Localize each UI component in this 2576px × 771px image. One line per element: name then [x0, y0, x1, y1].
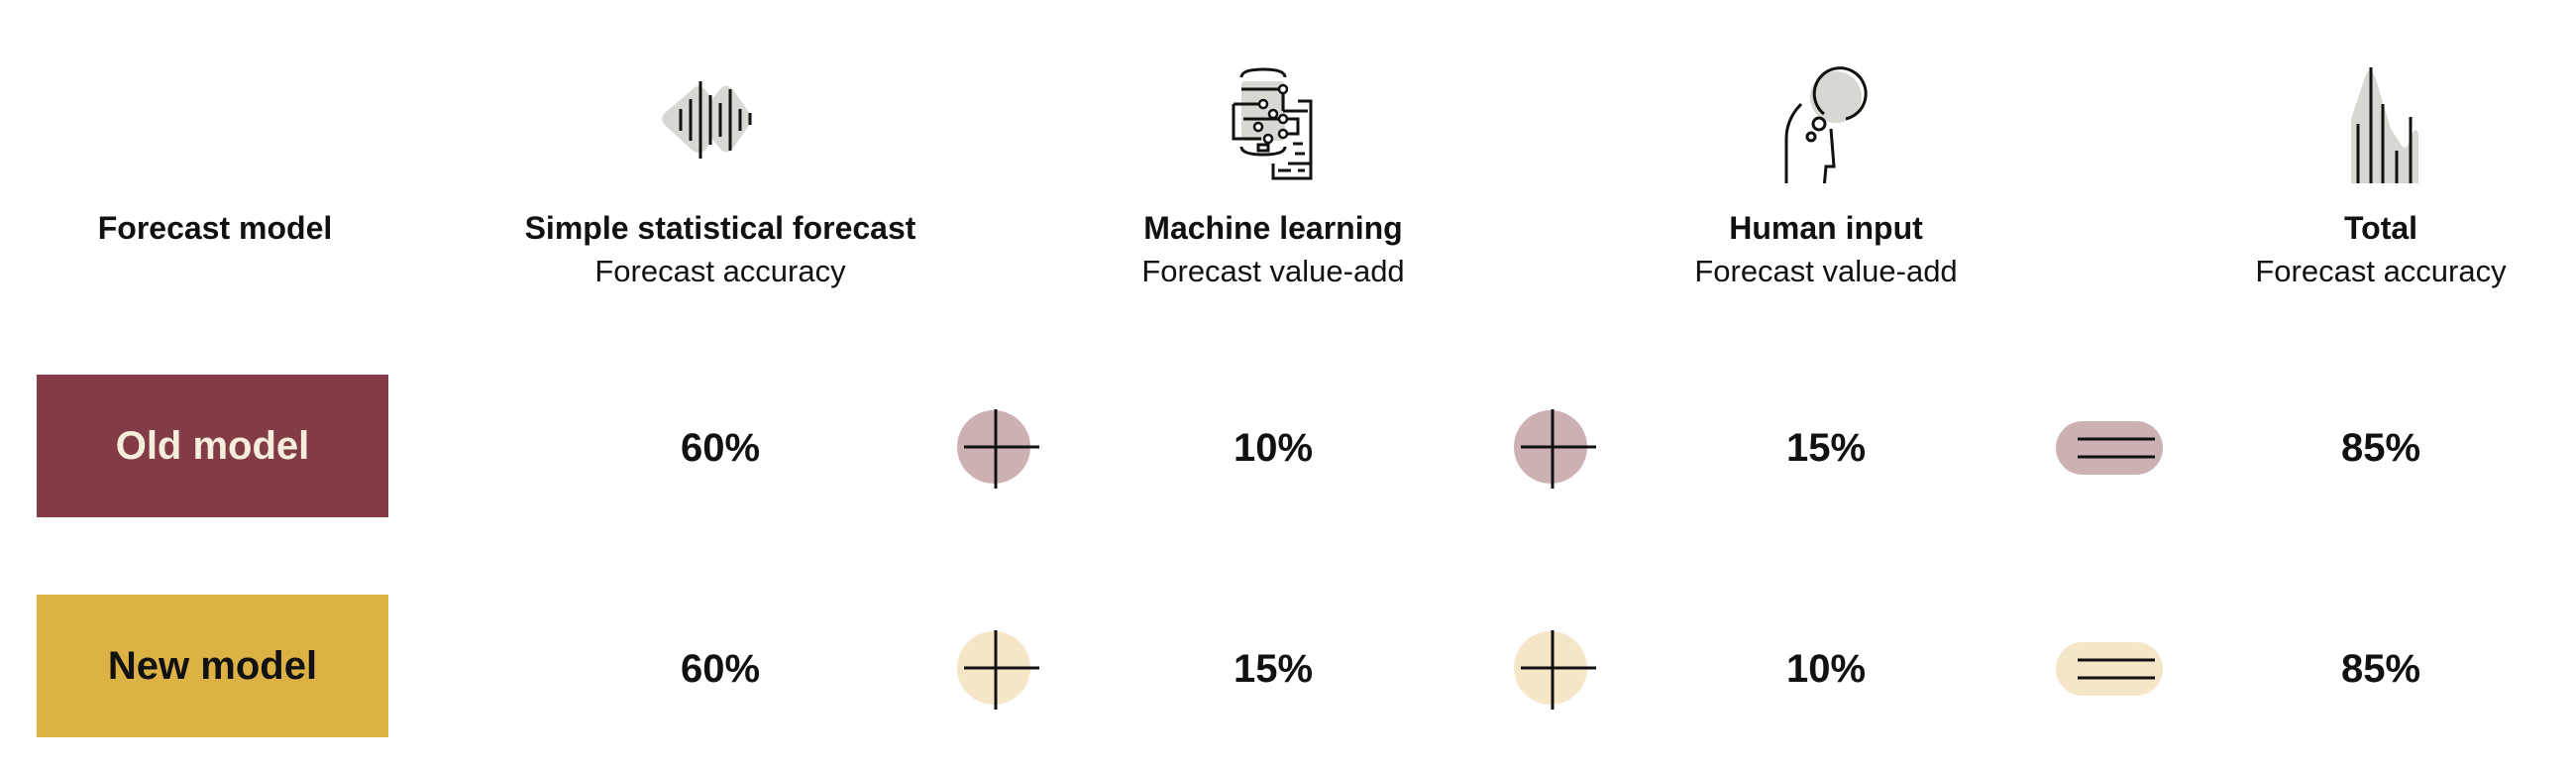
column-subtitle: Forecast accuracy [2255, 254, 2507, 288]
row-header-label: Forecast model [97, 210, 333, 246]
column-header-human-input: Human input Forecast value-add [1549, 206, 2103, 293]
column-title: Total [2343, 210, 2418, 246]
waveform-icon [662, 81, 752, 159]
column-title: Human input [1729, 210, 1923, 246]
new-statistical-value: 60% [680, 647, 761, 691]
column-subtitle: Forecast value-add [1694, 254, 1958, 288]
column-title: Simple statistical forecast [524, 210, 916, 246]
old-total-value: 85% [2340, 426, 2421, 470]
old-statistical-value: 60% [680, 426, 761, 470]
column-header-simple-statistical: Simple statistical forecast Forecast acc… [443, 206, 998, 293]
plus-icon [957, 409, 1039, 489]
new-human-value: 10% [1785, 647, 1867, 691]
old-human-value: 15% [1785, 426, 1867, 470]
area-bars-icon [2351, 67, 2418, 183]
column-title: Machine learning [1143, 210, 1403, 246]
column-header-machine-learning: Machine learning Forecast value-add [996, 206, 1551, 293]
equals-icon [2056, 642, 2163, 696]
column-subtitle: Forecast accuracy [594, 254, 846, 288]
forecast-model-header: Forecast model [0, 206, 492, 250]
circuit-device-icon [1232, 67, 1313, 180]
head-thought-icon [1784, 66, 1868, 183]
plus-icon [1514, 630, 1596, 710]
new-model-label: New model [37, 595, 388, 737]
new-ml-value: 15% [1233, 647, 1314, 691]
old-model-label: Old model [37, 375, 388, 517]
new-total-value: 85% [2340, 647, 2421, 691]
column-subtitle: Forecast value-add [1141, 254, 1405, 288]
equals-icon [2056, 421, 2163, 475]
plus-icon [957, 630, 1039, 710]
column-header-total: Total Forecast accuracy [2103, 206, 2576, 293]
plus-icon [1514, 409, 1596, 489]
old-ml-value: 10% [1233, 426, 1314, 470]
